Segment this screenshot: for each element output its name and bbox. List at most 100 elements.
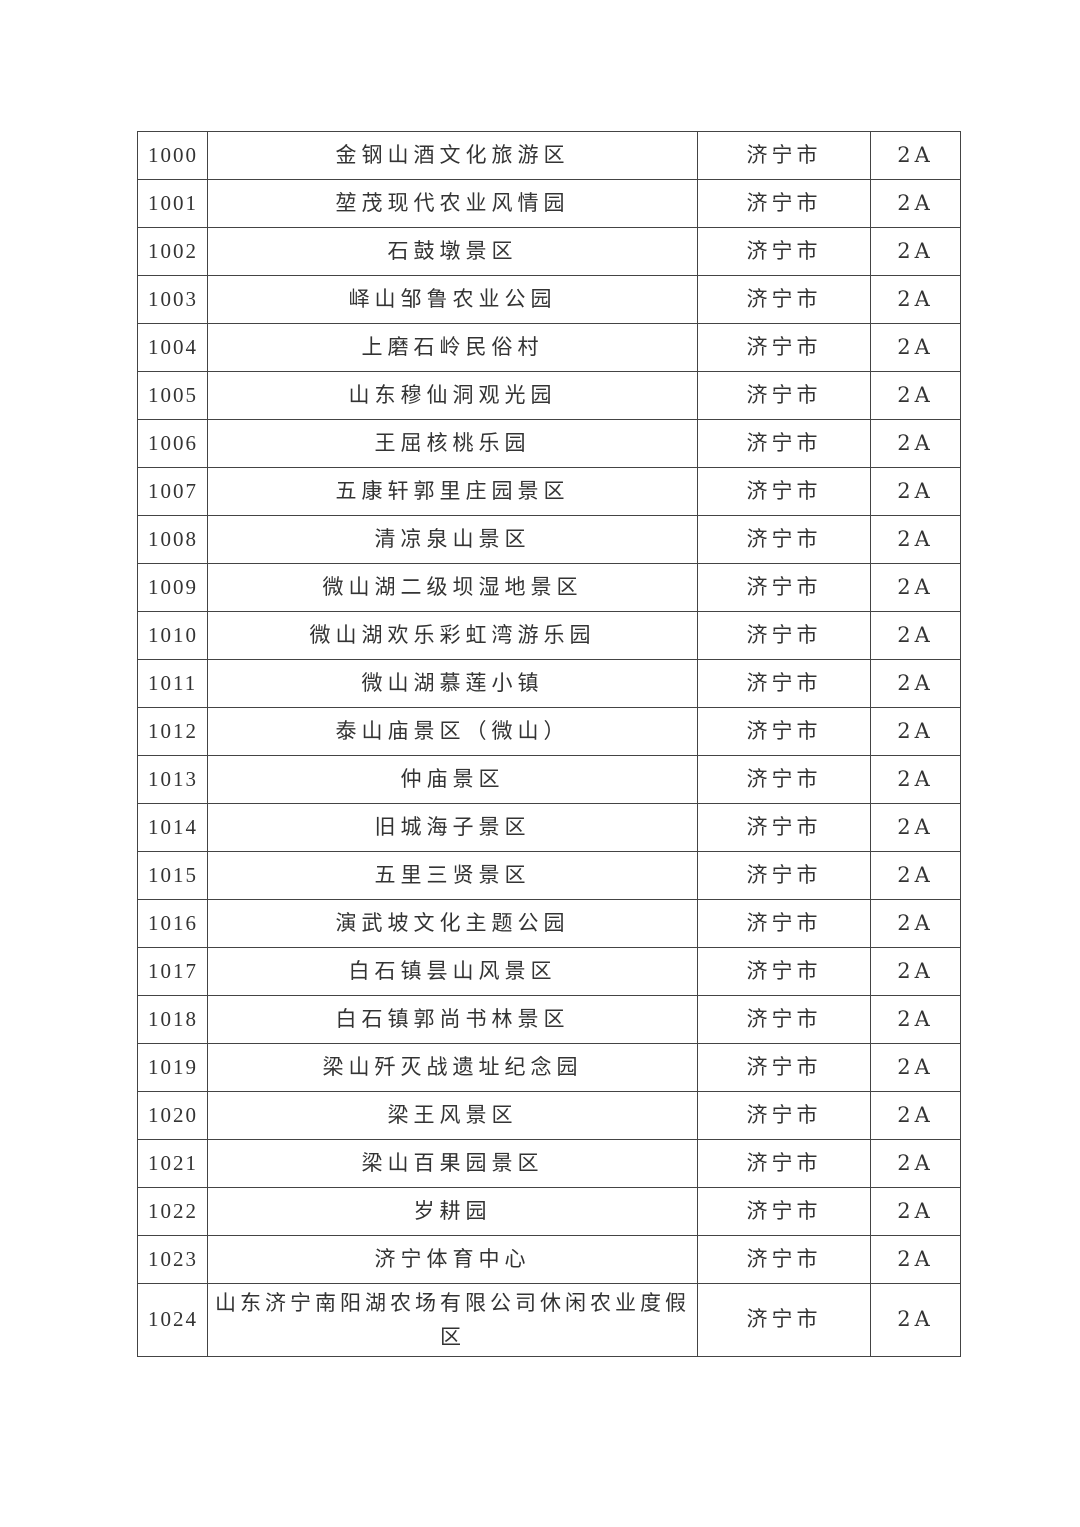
scenic-name-cell: 白石镇郭尚书林景区 <box>207 995 698 1044</box>
city-cell: 济宁市 <box>697 275 871 324</box>
grade-cell: 2A <box>870 659 961 708</box>
city-cell: 济宁市 <box>697 899 871 948</box>
row-number-cell: 1006 <box>137 419 208 468</box>
table-row: 1014 旧城海子景区 济宁市 2A <box>137 803 961 852</box>
row-number-cell: 1013 <box>137 755 208 804</box>
scenic-name-cell: 山东穆仙洞观光园 <box>207 371 698 420</box>
row-number-cell: 1023 <box>137 1235 208 1284</box>
scenic-name-cell: 堃茂现代农业风情园 <box>207 179 698 228</box>
table-row: 1002 石鼓墩景区 济宁市 2A <box>137 227 961 276</box>
scenic-name-cell: 济宁体育中心 <box>207 1235 698 1284</box>
scenic-name-cell: 岁耕园 <box>207 1187 698 1236</box>
row-number-cell: 1000 <box>137 131 208 180</box>
row-number-cell: 1011 <box>137 659 208 708</box>
city-cell: 济宁市 <box>697 611 871 660</box>
city-cell: 济宁市 <box>697 1187 871 1236</box>
city-cell: 济宁市 <box>697 755 871 804</box>
scenic-name-cell: 石鼓墩景区 <box>207 227 698 276</box>
table-row: 1009 微山湖二级坝湿地景区 济宁市 2A <box>137 563 961 612</box>
scenic-name-cell: 白石镇昙山风景区 <box>207 947 698 996</box>
city-cell: 济宁市 <box>697 227 871 276</box>
city-cell: 济宁市 <box>697 323 871 372</box>
city-cell: 济宁市 <box>697 515 871 564</box>
row-number-cell: 1014 <box>137 803 208 852</box>
scenic-name-cell: 梁山百果园景区 <box>207 1139 698 1188</box>
grade-cell: 2A <box>870 227 961 276</box>
scenic-name-cell: 五里三贤景区 <box>207 851 698 900</box>
city-cell: 济宁市 <box>697 851 871 900</box>
table-row: 1018 白石镇郭尚书林景区 济宁市 2A <box>137 995 961 1044</box>
scenic-area-table: 1000 金钢山酒文化旅游区 济宁市 2A 1001 堃茂现代农业风情园 济宁市 2A 1002… <box>137 131 961 1357</box>
city-cell: 济宁市 <box>697 371 871 420</box>
table-row: 1013 仲庙景区 济宁市 2A <box>137 755 961 804</box>
row-number-cell: 1002 <box>137 227 208 276</box>
table-row: 1021 梁山百果园景区 济宁市 2A <box>137 1139 961 1188</box>
grade-cell: 2A <box>870 1283 961 1357</box>
grade-cell: 2A <box>870 851 961 900</box>
scenic-name-cell: 梁山歼灭战遗址纪念园 <box>207 1043 698 1092</box>
row-number-cell: 1004 <box>137 323 208 372</box>
row-number-cell: 1007 <box>137 467 208 516</box>
scenic-name-cell: 梁王风景区 <box>207 1091 698 1140</box>
city-cell: 济宁市 <box>697 1235 871 1284</box>
table-row: 1007 五康轩郭里庄园景区 济宁市 2A <box>137 467 961 516</box>
grade-cell: 2A <box>870 755 961 804</box>
row-number-cell: 1018 <box>137 995 208 1044</box>
city-cell: 济宁市 <box>697 803 871 852</box>
row-number-cell: 1009 <box>137 563 208 612</box>
row-number-cell: 1016 <box>137 899 208 948</box>
table-row: 1006 王屈核桃乐园 济宁市 2A <box>137 419 961 468</box>
scenic-name-cell: 微山湖欢乐彩虹湾游乐园 <box>207 611 698 660</box>
scenic-name-cell: 微山湖慕莲小镇 <box>207 659 698 708</box>
city-cell: 济宁市 <box>697 419 871 468</box>
table-row: 1000 金钢山酒文化旅游区 济宁市 2A <box>137 131 961 180</box>
grade-cell: 2A <box>870 899 961 948</box>
grade-cell: 2A <box>870 323 961 372</box>
scenic-name-cell: 王屈核桃乐园 <box>207 419 698 468</box>
city-cell: 济宁市 <box>697 659 871 708</box>
grade-cell: 2A <box>870 419 961 468</box>
table-row: 1008 清凉泉山景区 济宁市 2A <box>137 515 961 564</box>
grade-cell: 2A <box>870 371 961 420</box>
row-number-cell: 1010 <box>137 611 208 660</box>
table-row: 1017 白石镇昙山风景区 济宁市 2A <box>137 947 961 996</box>
row-number-cell: 1003 <box>137 275 208 324</box>
city-cell: 济宁市 <box>697 467 871 516</box>
city-cell: 济宁市 <box>697 1283 871 1357</box>
table-row: 1003 峄山邹鲁农业公园 济宁市 2A <box>137 275 961 324</box>
row-number-cell: 1001 <box>137 179 208 228</box>
table-row: 1011 微山湖慕莲小镇 济宁市 2A <box>137 659 961 708</box>
grade-cell: 2A <box>870 1139 961 1188</box>
scenic-name-cell: 金钢山酒文化旅游区 <box>207 131 698 180</box>
table-row: 1016 演武坡文化主题公园 济宁市 2A <box>137 899 961 948</box>
grade-cell: 2A <box>870 1235 961 1284</box>
grade-cell: 2A <box>870 467 961 516</box>
table-body: 1000 金钢山酒文化旅游区 济宁市 2A 1001 堃茂现代农业风情园 济宁市 2A 1002… <box>137 131 961 1357</box>
table-row: 1023 济宁体育中心 济宁市 2A <box>137 1235 961 1284</box>
table-row: 1001 堃茂现代农业风情园 济宁市 2A <box>137 179 961 228</box>
grade-cell: 2A <box>870 1091 961 1140</box>
table-row: 1020 梁王风景区 济宁市 2A <box>137 1091 961 1140</box>
row-number-cell: 1012 <box>137 707 208 756</box>
scenic-name-cell: 峄山邹鲁农业公园 <box>207 275 698 324</box>
table-row: 1019 梁山歼灭战遗址纪念园 济宁市 2A <box>137 1043 961 1092</box>
row-number-cell: 1020 <box>137 1091 208 1140</box>
scenic-name-cell: 泰山庙景区（微山） <box>207 707 698 756</box>
row-number-cell: 1015 <box>137 851 208 900</box>
city-cell: 济宁市 <box>697 995 871 1044</box>
city-cell: 济宁市 <box>697 947 871 996</box>
grade-cell: 2A <box>870 563 961 612</box>
scenic-name-cell: 五康轩郭里庄园景区 <box>207 467 698 516</box>
grade-cell: 2A <box>870 611 961 660</box>
table-row: 1012 泰山庙景区（微山） 济宁市 2A <box>137 707 961 756</box>
grade-cell: 2A <box>870 707 961 756</box>
table-row: 1022 岁耕园 济宁市 2A <box>137 1187 961 1236</box>
city-cell: 济宁市 <box>697 707 871 756</box>
grade-cell: 2A <box>870 131 961 180</box>
row-number-cell: 1021 <box>137 1139 208 1188</box>
scenic-name-cell: 仲庙景区 <box>207 755 698 804</box>
table-row: 1004 上磨石岭民俗村 济宁市 2A <box>137 323 961 372</box>
table-row: 1005 山东穆仙洞观光园 济宁市 2A <box>137 371 961 420</box>
city-cell: 济宁市 <box>697 131 871 180</box>
city-cell: 济宁市 <box>697 563 871 612</box>
